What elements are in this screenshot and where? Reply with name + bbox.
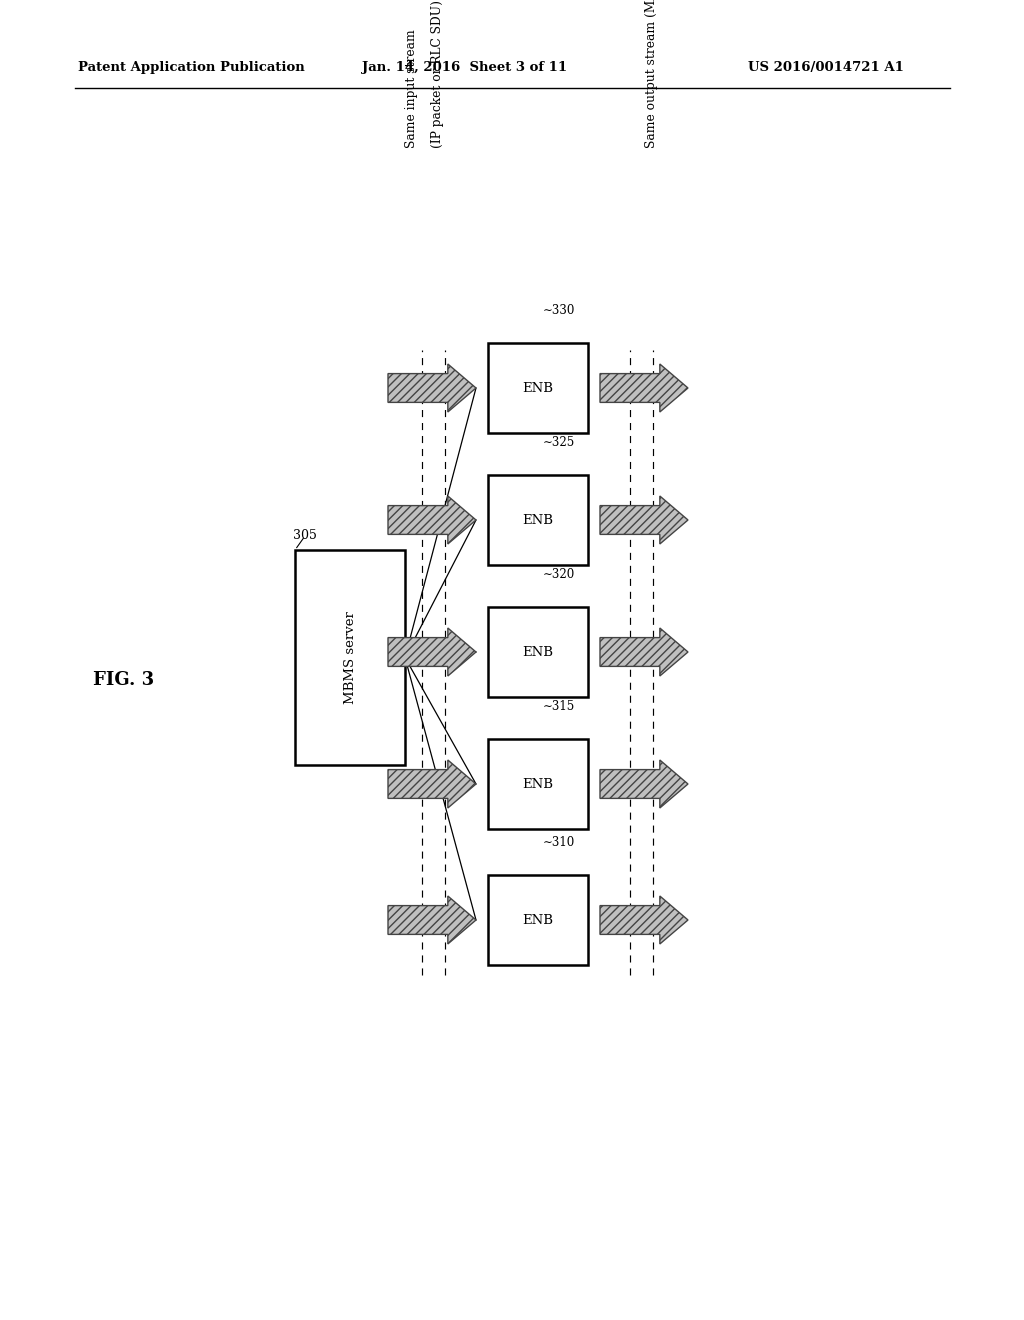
Polygon shape (388, 496, 476, 544)
Text: ∼325: ∼325 (543, 436, 575, 449)
Bar (488, 739, 588, 829)
Text: ENB: ENB (522, 777, 554, 791)
Text: US 2016/0014721 A1: US 2016/0014721 A1 (748, 62, 904, 74)
Bar (488, 343, 588, 433)
Polygon shape (388, 896, 476, 944)
Text: Patent Application Publication: Patent Application Publication (78, 62, 305, 74)
Bar (488, 875, 588, 965)
Text: FIG. 3: FIG. 3 (93, 671, 155, 689)
Polygon shape (388, 628, 476, 676)
Polygon shape (600, 760, 688, 808)
Text: ENB: ENB (522, 381, 554, 395)
Text: ENB: ENB (522, 913, 554, 927)
Text: 305: 305 (293, 529, 316, 543)
Bar (295, 550, 406, 766)
Polygon shape (600, 364, 688, 412)
Text: ∼330: ∼330 (543, 304, 575, 317)
Polygon shape (388, 760, 476, 808)
Text: ENB: ENB (522, 513, 554, 527)
Text: Same input stream: Same input stream (406, 29, 419, 148)
Bar (488, 607, 588, 697)
Polygon shape (600, 628, 688, 676)
Text: ∼310: ∼310 (543, 836, 575, 849)
Text: (IP packet or RLC SDU): (IP packet or RLC SDU) (431, 0, 444, 148)
Bar (488, 475, 588, 565)
Text: MBMS server: MBMS server (343, 611, 356, 704)
Polygon shape (600, 496, 688, 544)
Polygon shape (388, 364, 476, 412)
Text: Same output stream (MAC PDU): Same output stream (MAC PDU) (645, 0, 658, 148)
Polygon shape (600, 896, 688, 944)
Text: Jan. 14, 2016  Sheet 3 of 11: Jan. 14, 2016 Sheet 3 of 11 (362, 62, 567, 74)
Text: ∼320: ∼320 (543, 568, 575, 581)
Text: ∼315: ∼315 (543, 700, 575, 713)
Text: ENB: ENB (522, 645, 554, 659)
